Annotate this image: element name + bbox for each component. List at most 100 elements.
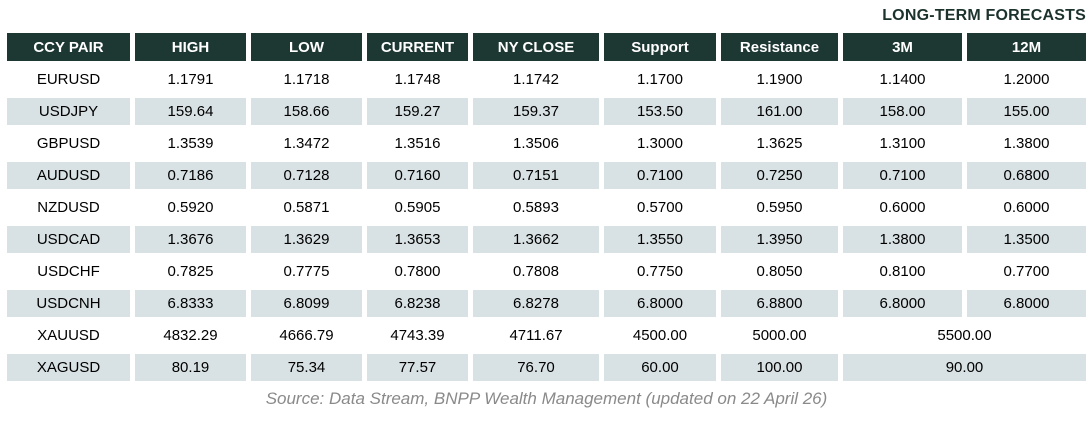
support-cell: 1.3550	[604, 226, 716, 253]
forecast-3m-cell: 0.6000	[879, 199, 926, 216]
column-header-12m: 12M	[967, 33, 1086, 61]
support-cell: 0.5700	[637, 199, 683, 216]
pair-cell: USDCAD	[7, 226, 130, 253]
table-row-xauusd: XAUUSD 4832.29 4666.79 4743.39 4711.67 4…	[7, 322, 1086, 349]
column-header-high: HIGH	[135, 33, 246, 61]
low-cell: 1.1718	[283, 71, 330, 88]
resistance-cell: 1.3950	[721, 226, 838, 253]
pair-cell: USDCHF	[37, 263, 100, 280]
pair-cell: USDJPY	[7, 98, 130, 125]
high-cell: 4832.29	[163, 327, 218, 344]
current-cell: 0.7800	[394, 263, 441, 280]
pair-cell: EURUSD	[36, 71, 101, 88]
pair-cell: USDCNH	[7, 290, 130, 317]
current-cell: 0.5905	[394, 199, 441, 216]
high-cell: 80.19	[135, 354, 246, 381]
current-cell: 6.8238	[367, 290, 468, 317]
low-cell: 4666.79	[279, 327, 334, 344]
low-cell: 0.7128	[251, 162, 362, 189]
forecast-3m-cell: 0.7100	[843, 162, 962, 189]
support-cell: 0.7750	[637, 263, 683, 280]
low-cell: 75.34	[251, 354, 362, 381]
low-cell: 0.7775	[283, 263, 330, 280]
support-cell: 60.00	[604, 354, 716, 381]
table-row-usdjpy: USDJPY 159.64 158.66 159.27 159.37 153.5…	[7, 98, 1086, 125]
ny-close-cell: 0.5893	[513, 199, 559, 216]
forecast-12m-cell: 1.2000	[1003, 71, 1050, 88]
table-row-nzdusd: NZDUSD 0.5920 0.5871 0.5905 0.5893 0.570…	[7, 194, 1086, 221]
forecast-3m-cell: 1.1400	[879, 71, 926, 88]
current-cell: 4743.39	[390, 327, 445, 344]
low-cell: 0.5871	[283, 199, 330, 216]
forecast-3m-cell: 0.8100	[879, 263, 926, 280]
ny-close-cell: 1.3506	[513, 135, 559, 152]
source-note: Source: Data Stream, BNPP Wealth Managem…	[265, 389, 828, 408]
ny-close-cell: 1.3662	[473, 226, 599, 253]
pair-cell: XAUUSD	[37, 327, 100, 344]
table-row-usdcnh: USDCNH 6.8333 6.8099 6.8238 6.8278 6.800…	[7, 290, 1086, 317]
current-cell: 0.7160	[367, 162, 468, 189]
current-cell: 1.1748	[394, 71, 441, 88]
high-cell: 1.3539	[167, 135, 214, 152]
forecast-12m-cell: 0.6000	[1003, 199, 1050, 216]
ny-close-cell: 4711.67	[509, 327, 563, 344]
high-cell: 1.3676	[135, 226, 246, 253]
fx-forecast-table: CCY PAIR HIGH LOW CURRENT NY CLOSE Suppo…	[2, 28, 1091, 386]
current-cell: 1.3516	[394, 135, 441, 152]
forecast-12m-cell: 0.7700	[1003, 263, 1050, 280]
resistance-cell: 100.00	[721, 354, 838, 381]
forecast-3m-cell: 1.3100	[879, 135, 926, 152]
pair-cell: XAGUSD	[7, 354, 130, 381]
support-cell: 1.3000	[637, 135, 683, 152]
high-cell: 0.7186	[135, 162, 246, 189]
resistance-cell: 6.8800	[721, 290, 838, 317]
resistance-cell: 1.1900	[756, 71, 803, 88]
support-cell: 0.7100	[604, 162, 716, 189]
ny-close-cell: 1.1742	[513, 71, 559, 88]
low-cell: 1.3472	[283, 135, 330, 152]
high-cell: 0.5920	[167, 199, 214, 216]
resistance-cell: 5000.00	[752, 327, 807, 344]
pair-cell: NZDUSD	[37, 199, 100, 216]
column-header-3m: 3M	[843, 33, 962, 61]
table-header-row: CCY PAIR HIGH LOW CURRENT NY CLOSE Suppo…	[7, 33, 1086, 61]
resistance-cell: 0.8050	[756, 263, 803, 280]
forecast-3m-cell: 1.3800	[843, 226, 962, 253]
resistance-cell: 1.3625	[756, 135, 803, 152]
forecast-12m-cell: 6.8000	[967, 290, 1086, 317]
support-cell: 4500.00	[632, 327, 688, 344]
high-cell: 6.8333	[135, 290, 246, 317]
support-cell: 6.8000	[604, 290, 716, 317]
forecast-12m-cell: 1.3500	[967, 226, 1086, 253]
low-cell: 1.3629	[251, 226, 362, 253]
ny-close-cell: 76.70	[473, 354, 599, 381]
pair-cell: GBPUSD	[36, 135, 101, 152]
low-cell: 6.8099	[251, 290, 362, 317]
table-row-eurusd: EURUSD 1.1791 1.1718 1.1748 1.1742 1.170…	[7, 66, 1086, 93]
resistance-cell: 0.7250	[721, 162, 838, 189]
forecast-merged-cell: 90.00	[843, 354, 1086, 381]
high-cell: 159.64	[135, 98, 246, 125]
support-cell: 153.50	[604, 98, 716, 125]
ny-close-cell: 159.37	[473, 98, 599, 125]
table-row-gbpusd: GBPUSD 1.3539 1.3472 1.3516 1.3506 1.300…	[7, 130, 1086, 157]
high-cell: 0.7825	[167, 263, 214, 280]
low-cell: 158.66	[251, 98, 362, 125]
column-header-support: Support	[604, 33, 716, 61]
forecast-3m-cell: 6.8000	[843, 290, 962, 317]
resistance-cell: 0.5950	[756, 199, 803, 216]
ny-close-cell: 0.7808	[513, 263, 559, 280]
forecast-12m-cell: 155.00	[967, 98, 1086, 125]
resistance-cell: 161.00	[721, 98, 838, 125]
long-term-forecasts-label: LONG-TERM FORECASTS	[882, 7, 1086, 24]
current-cell: 1.3653	[367, 226, 468, 253]
forecast-12m-cell: 0.6800	[967, 162, 1086, 189]
column-header-ny-close: NY CLOSE	[473, 33, 599, 61]
column-header-current: CURRENT	[367, 33, 468, 61]
current-cell: 77.57	[367, 354, 468, 381]
column-header-low: LOW	[251, 33, 362, 61]
ny-close-cell: 6.8278	[473, 290, 599, 317]
current-cell: 159.27	[367, 98, 468, 125]
forecast-12m-cell: 1.3800	[1003, 135, 1050, 152]
